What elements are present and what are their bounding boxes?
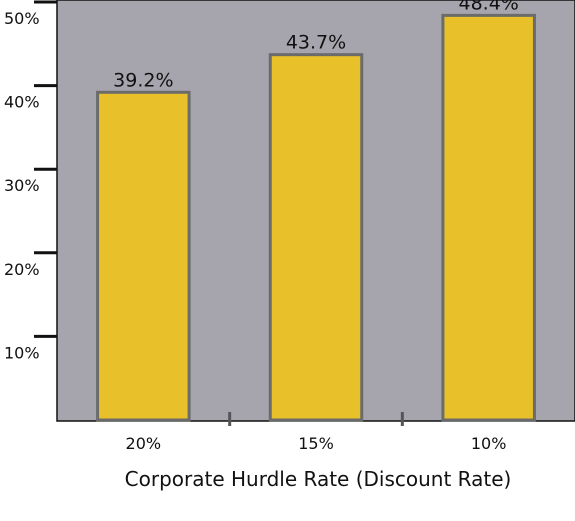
x-tick-label: 10% bbox=[471, 434, 507, 453]
y-tick-label: 20% bbox=[4, 260, 40, 279]
value-label: 39.2% bbox=[113, 69, 173, 91]
bar bbox=[96, 90, 191, 422]
x-axis-label: Corporate Hurdle Rate (Discount Rate) bbox=[125, 467, 512, 491]
y-tick-label: 50% bbox=[4, 9, 40, 28]
x-tick-label: 15% bbox=[298, 434, 334, 453]
x-tick-label: 20% bbox=[126, 434, 162, 453]
value-label: 43.7% bbox=[286, 32, 346, 54]
value-label: 48.4% bbox=[458, 0, 518, 14]
y-tick-label: 30% bbox=[4, 176, 40, 195]
bar bbox=[441, 13, 536, 422]
y-tick-label: 40% bbox=[4, 93, 40, 112]
bar bbox=[268, 53, 364, 422]
y-tick-label: 10% bbox=[4, 343, 40, 362]
